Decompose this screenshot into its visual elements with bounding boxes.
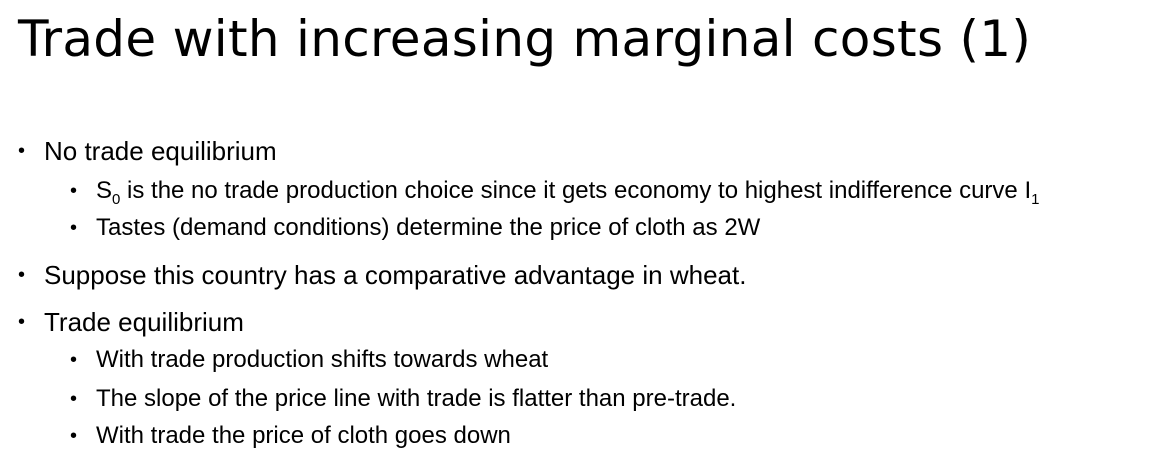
- subscript: 1: [1031, 191, 1040, 208]
- subscript: 0: [112, 191, 121, 208]
- bullet-dot: •: [70, 349, 78, 371]
- bullet-text: is the no trade production choice since …: [120, 177, 1032, 204]
- bullet-item: • Suppose this country has a comparative…: [18, 260, 747, 290]
- bullet-text: Suppose this country has a comparative a…: [44, 260, 747, 290]
- slide-title: Trade with increasing marginal costs (1): [18, 10, 1032, 68]
- bullet-text: No trade equilibrium: [44, 136, 277, 166]
- bullet-dot: •: [18, 140, 26, 162]
- bullet-item: • Trade equilibrium: [18, 307, 244, 337]
- bullet-dot: •: [70, 217, 78, 239]
- sub-bullet-item: • Tastes (demand conditions) determine t…: [70, 213, 761, 243]
- bullet-text: With trade the price of cloth goes down: [96, 422, 511, 449]
- bullet-text: With trade production shifts towards whe…: [96, 346, 549, 373]
- bullet-dot: •: [18, 311, 26, 333]
- sub-bullet-item: • With trade the price of cloth goes dow…: [70, 421, 511, 451]
- sub-bullet-item: • The slope of the price line with trade…: [70, 384, 737, 414]
- bullet-text: The slope of the price line with trade i…: [96, 385, 737, 412]
- bullet-dot: •: [70, 388, 78, 410]
- bullet-item: • No trade equilibrium: [18, 136, 277, 166]
- bullet-text: Tastes (demand conditions) determine the…: [96, 214, 761, 241]
- bullet-dot: •: [70, 180, 78, 202]
- sub-bullet-item: • S0 is the no trade production choice s…: [70, 176, 1040, 208]
- bullet-text: Trade equilibrium: [44, 307, 244, 337]
- bullet-dot: •: [70, 425, 78, 447]
- bullet-text-prefix: S: [96, 177, 113, 204]
- sub-bullet-item: • With trade production shifts towards w…: [70, 345, 549, 375]
- bullet-dot: •: [18, 264, 26, 286]
